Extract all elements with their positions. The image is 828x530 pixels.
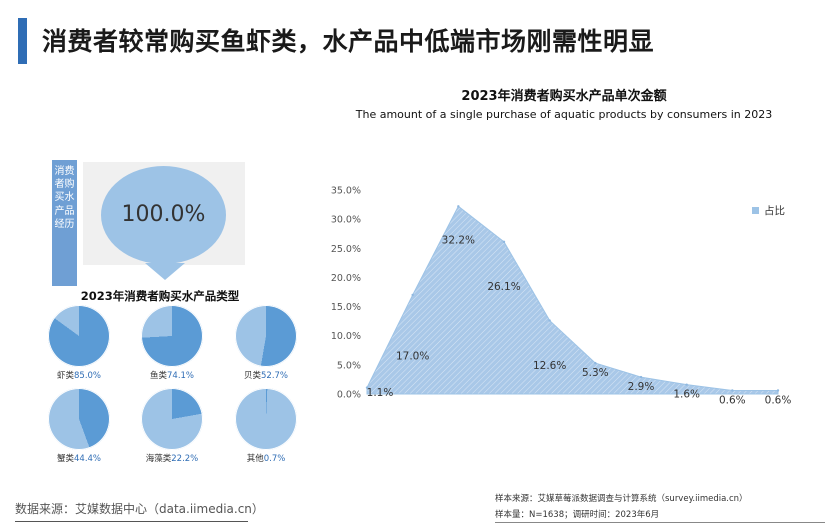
- legend-label: 占比: [764, 204, 785, 217]
- data-point: [502, 240, 506, 244]
- pies-title: 2023年消费者购买水产品类型: [80, 289, 240, 303]
- data-label: 32.2%: [442, 234, 475, 246]
- purchase-experience-panel: 消费者购买水产品经历 100.0% 2023年消费者购买水产品类型 虾类85.0…: [0, 0, 320, 530]
- legend-swatch: [752, 207, 759, 214]
- y-tick-label: 20.0%: [331, 273, 361, 284]
- data-label: 26.1%: [487, 281, 520, 293]
- pie-category-name: 鱼类: [149, 371, 167, 381]
- data-label: 0.6%: [719, 395, 746, 407]
- pie-percentage: 0.7%: [263, 454, 286, 464]
- pie-2: [141, 305, 203, 367]
- data-point: [685, 383, 688, 386]
- pie-category-name: 其他: [246, 454, 264, 464]
- sample-size: 样本量：N=1638；调研时间：2023年6月: [495, 510, 660, 520]
- pie-1: [48, 305, 110, 367]
- pie-4: [48, 388, 110, 450]
- data-source: 数据来源：艾媒数据中心（data.iimedia.cn）: [15, 502, 264, 516]
- data-source-underline: [15, 521, 248, 522]
- sample-underline: [495, 522, 825, 523]
- data-point: [457, 205, 460, 208]
- pie-5: [141, 388, 203, 450]
- pie-label-3: 贝类52.7%: [216, 369, 316, 381]
- title-accent-bar: [18, 18, 27, 64]
- data-point: [594, 361, 597, 365]
- y-tick-label: 15.0%: [331, 302, 361, 313]
- y-tick-label: 0.0%: [337, 390, 361, 401]
- pie-percentage: 52.7%: [261, 371, 289, 381]
- oval-pointer: [145, 263, 185, 280]
- big-value-text: 100.0%: [121, 202, 206, 227]
- y-tick-label: 5.0%: [337, 360, 361, 371]
- y-tick-label: 30.0%: [331, 215, 361, 226]
- pie-label-1: 虾类85.0%: [29, 369, 129, 381]
- big-value-oval: [101, 166, 226, 264]
- area-series-share: [366, 205, 779, 395]
- data-point: [731, 389, 734, 392]
- sample-source: 样本来源：艾媒草莓派数据调查与计算系统（survey.iimedia.cn）: [495, 494, 748, 504]
- side-label: 消费者购买水产品经历: [52, 160, 77, 286]
- pie-label-4: 蟹类44.4%: [29, 452, 129, 464]
- pie-3: [235, 305, 297, 367]
- pie-percentage: 44.4%: [74, 454, 102, 464]
- data-point: [548, 319, 551, 322]
- pie-percentage: 74.1%: [167, 371, 195, 381]
- data-label: 2.9%: [628, 381, 655, 393]
- pie-category-name: 蟹类: [56, 454, 74, 464]
- data-point: [411, 293, 414, 297]
- data-point: [776, 389, 780, 392]
- pie-percentage: 22.2%: [171, 454, 199, 464]
- data-point: [639, 375, 643, 379]
- data-label: 12.6%: [533, 360, 566, 372]
- pie-6: [235, 388, 297, 450]
- page-title: 消费者较常购买鱼虾类，水产品中低端市场刚需性明显: [42, 27, 655, 56]
- pie-category-name: 贝类: [243, 371, 261, 381]
- y-tick-label: 25.0%: [331, 244, 361, 255]
- data-label: 1.1%: [367, 387, 394, 399]
- pie-percentage: 85.0%: [74, 371, 102, 381]
- pie-label-2: 鱼类74.1%: [122, 369, 222, 381]
- pie-category-name: 虾类: [56, 371, 74, 381]
- pie-label-6: 其他0.7%: [216, 452, 316, 464]
- data-label: 1.6%: [673, 389, 700, 401]
- chart-subtitle: The amount of a single purchase of aquat…: [355, 108, 773, 121]
- data-label: 5.3%: [582, 367, 609, 379]
- data-point: [365, 386, 369, 389]
- chart-title: 2023年消费者购买水产品单次金额: [461, 89, 667, 104]
- pie-label-5: 海藻类22.2%: [122, 452, 222, 464]
- data-label: 17.0%: [396, 350, 429, 362]
- pie-category-name: 海藻类: [145, 454, 172, 464]
- data-label: 0.6%: [765, 395, 792, 407]
- y-tick-label: 35.0%: [331, 186, 361, 197]
- y-tick-label: 10.0%: [331, 331, 361, 342]
